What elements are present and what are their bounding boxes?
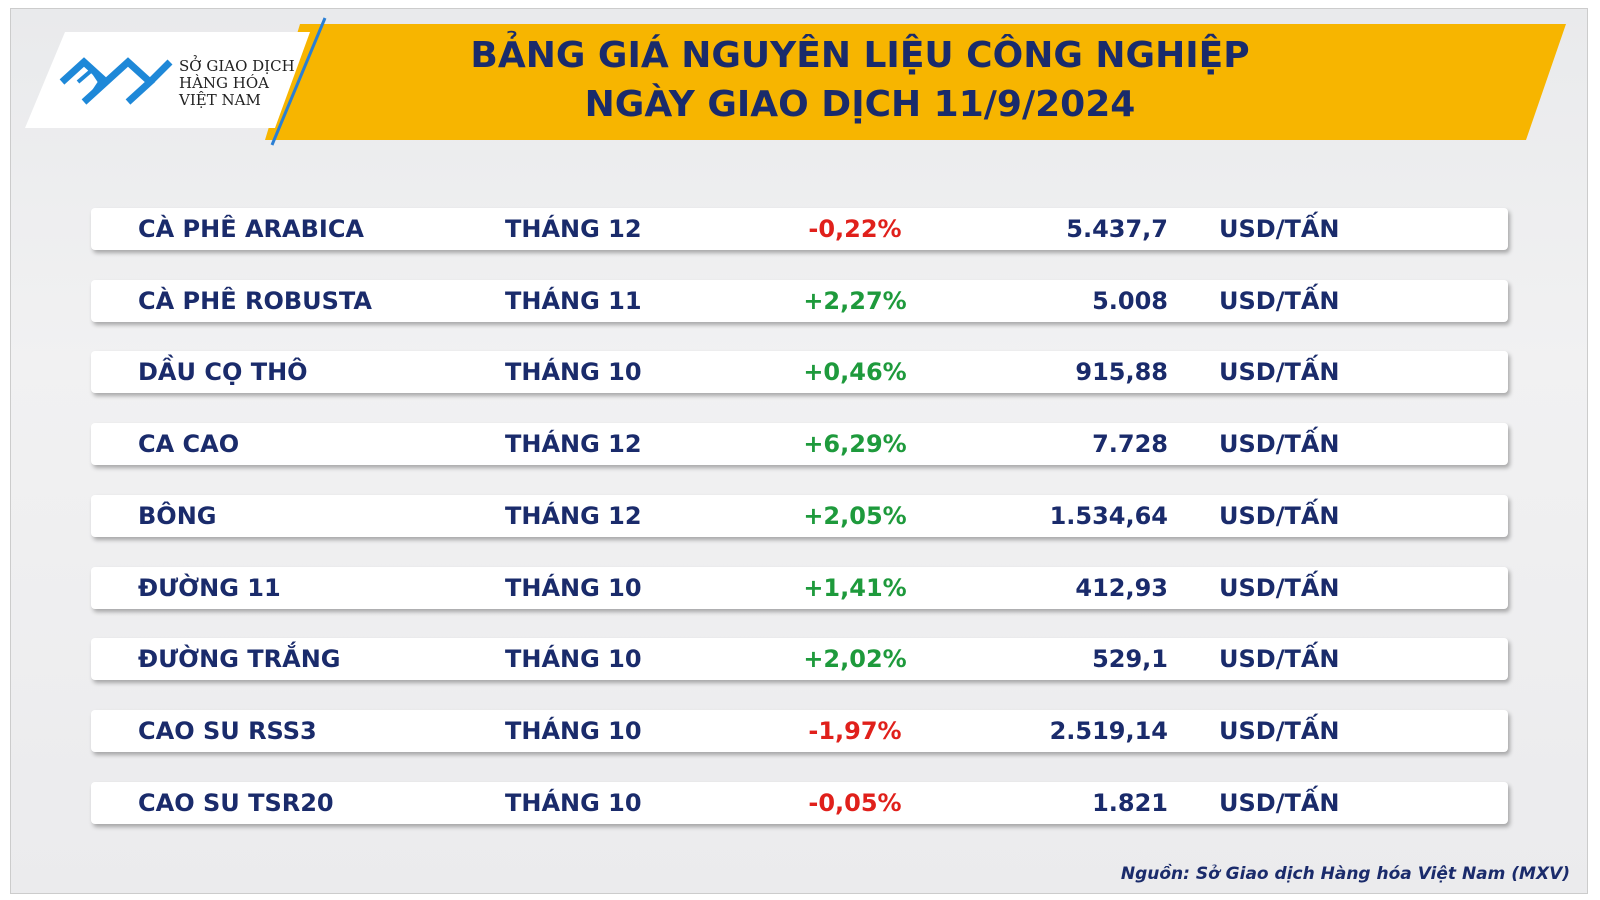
unit: USD/TẤN: [1219, 645, 1340, 674]
commodity: BÔNG: [138, 501, 217, 530]
price: 529,1: [1092, 645, 1168, 674]
change-percent: +0,46%: [803, 358, 907, 387]
table-row: CÀ PHÊ ROBUSTA THÁNG 11 +2,27% 5.008 USD/TẤN: [91, 279, 1508, 322]
table-row: CAO SU TSR20 THÁNG 10 -0,05% 1.821 USD/TẤN: [91, 781, 1508, 824]
contract-month: THÁNG 11: [505, 286, 642, 315]
price: 1.534,64: [1049, 501, 1168, 530]
commodity: CÀ PHÊ ARABICA: [138, 215, 365, 243]
table-row: ĐƯỜNG 11 THÁNG 10 +1,41% 412,93 USD/TẤN: [91, 566, 1508, 609]
banner: [25, 17, 1566, 146]
change-percent: +1,41%: [803, 573, 907, 602]
unit: USD/TẤN: [1219, 573, 1340, 602]
change-percent: +2,27%: [803, 286, 907, 315]
unit: USD/TẤN: [1219, 501, 1340, 530]
change-percent: +2,02%: [803, 645, 907, 674]
commodity: ĐƯỜNG TRẮNG: [138, 645, 341, 674]
logo-text: VIỆT NAM: [179, 91, 261, 109]
unit: USD/TẤN: [1219, 286, 1340, 315]
price: 915,88: [1075, 358, 1168, 387]
contract-month: THÁNG 10: [505, 788, 642, 817]
change-percent: -0,22%: [808, 215, 902, 243]
unit: USD/TẤN: [1219, 788, 1340, 817]
price: 7.728: [1092, 430, 1168, 459]
price: 5.437,7: [1066, 215, 1168, 243]
logo-panel: [25, 32, 310, 128]
table-row: BÔNG THÁNG 12 +2,05% 1.534,64 USD/TẤN: [91, 494, 1508, 537]
unit: USD/TẤN: [1219, 430, 1340, 459]
table-row: CA CAO THÁNG 12 +6,29% 7.728 USD/TẤN: [91, 423, 1508, 466]
commodity: CÀ PHÊ ROBUSTA: [138, 286, 372, 315]
table-row: CAO SU RSS3 THÁNG 10 -1,97% 2.519,14 USD/TẤN: [91, 709, 1508, 752]
contract-month: THÁNG 12: [505, 501, 642, 530]
change-percent: +6,29%: [803, 430, 907, 459]
unit: USD/TẤN: [1219, 215, 1340, 243]
commodity: ĐƯỜNG 11: [138, 573, 281, 602]
commodity: CAO SU RSS3: [138, 716, 317, 745]
unit: USD/TẤN: [1219, 716, 1340, 745]
contract-month: THÁNG 10: [505, 358, 642, 387]
contract-month: THÁNG 10: [505, 645, 642, 674]
logo-text: SỞ GIAO DỊCH: [179, 57, 295, 75]
logo-icon: [59, 57, 173, 105]
price: 412,93: [1075, 573, 1168, 602]
title: BẢNG GIÁ NGUYÊN LIỆU CÔNG NGHIỆP: [470, 35, 1250, 76]
table-row: CÀ PHÊ ARABICA THÁNG 12 -0,22% 5.437,7 USD/T…: [91, 208, 1508, 250]
commodity: CAO SU TSR20: [138, 788, 334, 817]
price: 5.008: [1092, 286, 1168, 315]
contract-month: THÁNG 10: [505, 716, 642, 745]
unit: USD/TẤN: [1219, 358, 1340, 387]
price: 2.519,14: [1049, 716, 1168, 745]
price: 1.821: [1092, 788, 1168, 817]
change-percent: -1,97%: [808, 716, 902, 745]
commodity: DẦU CỌ THÔ: [138, 358, 308, 387]
commodity: CA CAO: [138, 430, 240, 459]
change-percent: +2,05%: [803, 501, 907, 530]
source-note: Nguồn: Sở Giao dịch Hàng hóa Việt Nam (M…: [1120, 864, 1570, 884]
change-percent: -0,05%: [808, 788, 902, 817]
logo-text: HÀNG HÓA: [179, 74, 269, 92]
title-band: [265, 24, 1566, 140]
table-row: DẦU CỌ THÔ THÁNG 10 +0,46% 915,88 USD/TẤN: [91, 351, 1508, 394]
accent-line: [270, 17, 327, 146]
title: NGÀY GIAO DỊCH 11/9/2024: [584, 84, 1136, 125]
contract-month: THÁNG 12: [505, 215, 642, 243]
table-row: ĐƯỜNG TRẮNG THÁNG 10 +2,02% 529,1 USD/TẤN: [91, 638, 1508, 681]
contract-month: THÁNG 10: [505, 573, 642, 602]
contract-month: THÁNG 12: [505, 430, 642, 459]
